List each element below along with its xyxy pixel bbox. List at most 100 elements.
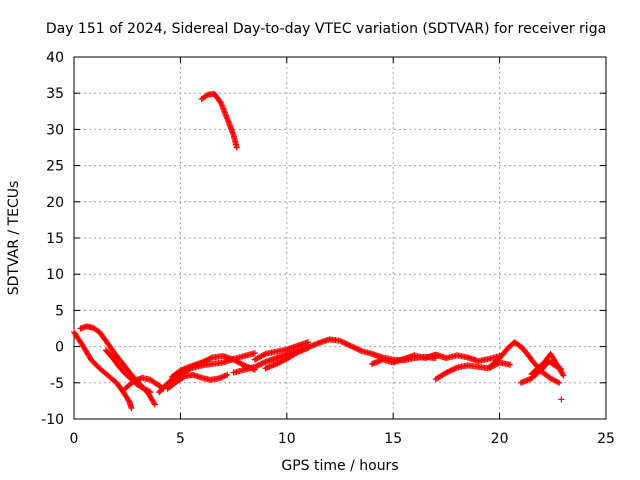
data-point-fill: [339, 339, 346, 346]
data-point-fill: [355, 346, 362, 353]
plot-frame: [73, 56, 607, 420]
data-point-fill: [354, 346, 361, 353]
data-point-fill: [343, 340, 350, 347]
data-point: [198, 359, 205, 366]
data-point-fill: [342, 340, 349, 347]
data-point-fill: [452, 365, 459, 372]
data-point-fill: [350, 344, 357, 351]
data-point-fill: [261, 359, 268, 366]
chart-title: Day 151 of 2024, Sidereal Day-to-day VTE…: [46, 21, 606, 37]
y-tick-label: 20: [46, 195, 64, 211]
data-point-fill: [151, 400, 158, 407]
data-point: [233, 144, 240, 151]
series-isolated-point: [558, 396, 565, 403]
data-point: [556, 379, 563, 386]
data-point-fill: [279, 357, 286, 364]
y-tick-label: 10: [46, 267, 64, 283]
data-point-fill: [277, 359, 284, 366]
data-point-fill: [351, 344, 358, 351]
y-tick-label: 15: [46, 231, 64, 247]
data-markers: [71, 90, 567, 412]
data-point: [337, 337, 343, 344]
data-point: [224, 371, 231, 378]
y-axis-label: SDTVAR / TECUs: [6, 181, 22, 296]
data-point-fill: [206, 355, 213, 362]
data-point-fill: [200, 358, 207, 365]
series-arc-11: [262, 345, 312, 372]
data-point-fill: [274, 360, 281, 367]
series-arc-5: [198, 90, 240, 151]
data-point-fill: [446, 368, 453, 375]
data-point-fill: [444, 369, 451, 376]
data-point-fill: [275, 359, 282, 366]
y-tick-label: -10: [41, 412, 64, 428]
data-point: [305, 345, 312, 352]
series-arc-12: [368, 351, 503, 367]
data-point-fill: [346, 342, 353, 349]
data-point-fill: [253, 363, 260, 370]
data-point: [347, 342, 354, 349]
data-point-fill: [255, 361, 262, 368]
data-point: [128, 405, 135, 412]
data-point-fill: [352, 345, 359, 352]
y-tick-label: -5: [50, 376, 64, 392]
data-point: [558, 396, 565, 403]
data-point-fill: [180, 374, 187, 381]
x-tick-labels: 0 5 10 15 20 25: [70, 431, 615, 447]
data-point-fill: [202, 357, 209, 364]
data-point-fill: [559, 371, 566, 378]
data-point-fill: [348, 343, 355, 350]
data-point-fill: [450, 366, 457, 373]
data-point-fill: [340, 339, 347, 346]
data-point: [560, 372, 567, 379]
y-tick-labels: -10 -5 0 5 10 15 20 25 30 35 40: [41, 50, 64, 428]
data-point-fill: [261, 351, 268, 358]
data-point: [151, 401, 158, 408]
data-point: [305, 339, 312, 346]
y-tick-label: 35: [46, 86, 64, 102]
y-tick-label: 25: [46, 159, 64, 175]
data-point-fill: [254, 362, 261, 369]
data-point-fill: [258, 360, 265, 367]
series-arc-4: [122, 374, 167, 392]
data-point: [147, 389, 154, 396]
series-arc-10: [251, 339, 312, 363]
data-point-fill: [448, 367, 455, 374]
x-tick-label: 25: [597, 431, 615, 447]
data-point-fill: [447, 367, 454, 374]
y-tick-label: 30: [46, 122, 64, 138]
x-tick-label: 5: [176, 431, 185, 447]
data-point-fill: [205, 356, 212, 363]
data-point-fill: [146, 388, 153, 395]
data-point-fill: [344, 341, 351, 348]
data-point: [273, 360, 280, 367]
data-point: [443, 369, 450, 376]
x-tick-label: 0: [70, 431, 79, 447]
grid-lines: [74, 57, 606, 419]
data-point-fill: [259, 360, 266, 367]
data-point-fill: [278, 358, 285, 365]
x-tick-label: 10: [278, 431, 296, 447]
data-point-fill: [257, 361, 264, 368]
series-arc-1: [71, 329, 135, 412]
series-arc-13: [432, 359, 514, 383]
data-point-fill: [204, 356, 210, 363]
y-tick-label: 0: [55, 340, 64, 356]
data-point-fill: [451, 365, 458, 372]
data-point-fill: [338, 338, 345, 345]
series-arc-6: [156, 350, 258, 396]
y-tick-label: 5: [55, 303, 64, 319]
data-point-fill: [281, 357, 288, 364]
data-point-fill: [293, 350, 300, 357]
data-point: [507, 361, 514, 368]
series-arc-16: [528, 350, 567, 379]
data-point: [251, 350, 258, 357]
series-arc-7: [168, 353, 258, 381]
x-axis-label: GPS time / hours: [281, 458, 398, 474]
series-arc-8: [164, 371, 231, 392]
x-tick-label: 20: [491, 431, 509, 447]
data-point-fill: [356, 347, 363, 354]
x-tick-label: 15: [384, 431, 402, 447]
data-point: [251, 363, 258, 370]
